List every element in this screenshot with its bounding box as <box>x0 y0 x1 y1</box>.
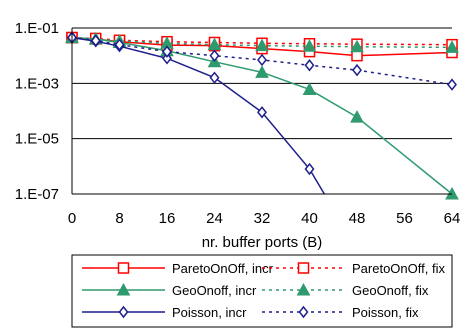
data-point-geoonoff-fix <box>350 39 364 53</box>
legend-label: GeoOnoff, incr <box>172 283 257 298</box>
data-point-poisson-fix <box>209 49 220 62</box>
data-point-poisson-incr <box>209 71 220 84</box>
data-point-poisson-fix <box>257 53 267 67</box>
legend-item-paretoonoff-incr: ParetoOnOff, incr <box>82 261 274 276</box>
data-point-poisson-incr <box>257 106 267 119</box>
data-point-poisson-fix <box>90 34 101 47</box>
x-tick-labels: 0 8 16 24 32 40 48 56 64 <box>68 210 461 227</box>
data-point-poisson-incr <box>162 52 172 65</box>
legend-item-poisson-fix: Poisson, fix <box>262 305 419 320</box>
axes <box>71 28 452 195</box>
series-layer <box>65 30 459 200</box>
legend-swatch-marker <box>118 305 129 319</box>
legend-swatch-marker <box>298 305 309 319</box>
x-tick-label: 40 <box>301 210 318 227</box>
data-point-poisson-fix <box>352 63 362 77</box>
x-tick-label: 16 <box>159 210 176 227</box>
series-line-poisson-incr <box>71 36 325 195</box>
legend-label: Poisson, fix <box>352 305 419 320</box>
data-point-poisson-fix <box>114 38 125 51</box>
y-tick-label: 1.E-03 <box>15 75 59 92</box>
y-tick-label: 1.E-05 <box>15 131 59 148</box>
x-axis-title: nr. buffer ports (B) <box>202 234 323 251</box>
legend-label: ParetoOnOff, fix <box>352 261 445 276</box>
legend-label: GeoOnoff, fix <box>352 283 429 298</box>
x-tick-label: 0 <box>68 210 76 227</box>
legend-swatch-marker <box>117 262 130 274</box>
x-tick-label: 8 <box>115 210 123 227</box>
legend-swatch-marker <box>296 282 311 296</box>
legend-swatch-marker <box>116 282 131 296</box>
legend-item-paretoonoff-fix: ParetoOnOff, fix <box>262 261 445 276</box>
legend-item-geoonoff-fix: GeoOnoff, fix <box>262 282 429 298</box>
data-point-poisson-incr <box>304 162 315 176</box>
x-tick-label: 24 <box>206 210 223 227</box>
series-poisson-fix <box>67 31 457 91</box>
legend: ParetoOnOff, incr ParetoOnOff, fix GeoOnof… <box>71 254 453 328</box>
data-point-geoonoff-fix <box>302 39 317 52</box>
data-point-geoonoff-fix <box>255 38 269 52</box>
y-tick-labels: 1.E-07 1.E-05 1.E-03 1.E-01 <box>15 20 59 203</box>
legend-label: Poisson, incr <box>172 305 247 320</box>
legend-item-poisson-incr: Poisson, incr <box>82 305 247 320</box>
legend-label: ParetoOnOff, incr <box>172 261 274 276</box>
x-tick-label: 48 <box>349 210 366 227</box>
legend-item-geoonoff-incr: GeoOnoff, incr <box>82 282 257 298</box>
data-point-geoonoff-incr <box>302 82 317 95</box>
data-point-geoonoff-incr <box>350 110 364 123</box>
data-point-poisson-fix <box>162 45 172 58</box>
legend-box <box>71 254 453 328</box>
y-tick-label: 1.E-07 <box>15 186 59 203</box>
data-point-poisson-fix <box>304 59 315 72</box>
x-tick-label: 64 <box>444 210 461 227</box>
data-point-poisson-fix <box>447 78 457 91</box>
x-tick-label: 56 <box>396 210 413 227</box>
y-tick-label: 1.E-01 <box>15 20 59 37</box>
data-point-geoonoff-fix <box>445 40 459 53</box>
legend-swatch-marker <box>297 262 310 274</box>
x-tick-label: 32 <box>254 210 271 227</box>
data-point-geoonoff-incr <box>255 65 269 78</box>
